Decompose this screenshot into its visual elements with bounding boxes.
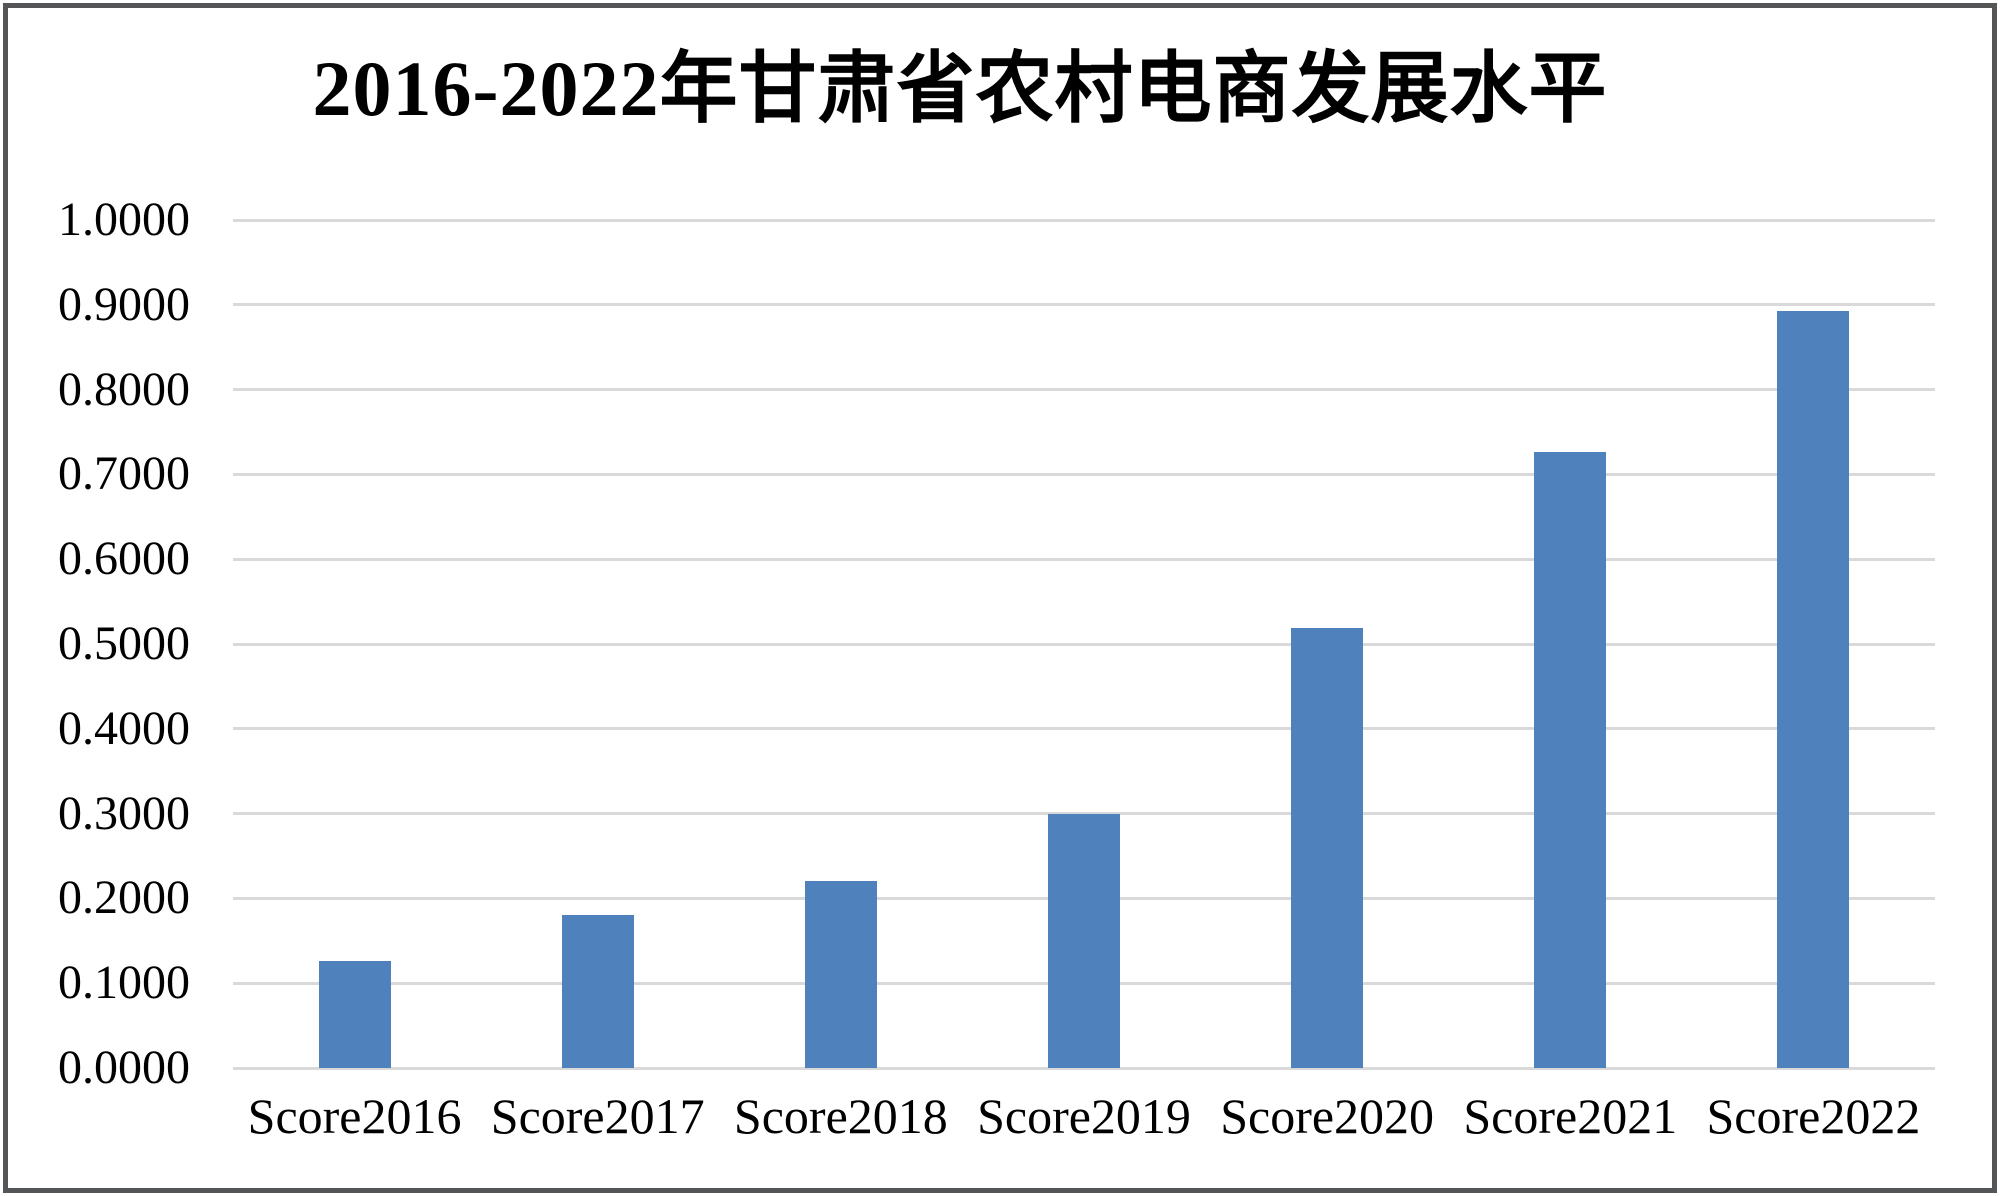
x-tick-label-score2019: Score2019 [977,1088,1191,1144]
x-tick-label-score2017: Score2017 [490,1088,705,1144]
bar-score2020 [1291,627,1364,1068]
bar-score2016 [318,961,391,1068]
y-tick-label-0.1000: 0.1000 [58,956,190,1010]
x-tick-label-score2022: Score2022 [1706,1088,1921,1144]
y-tick-label-0.9000: 0.9000 [58,277,190,331]
bar-score2019 [1048,813,1120,1068]
chart-title: 2016-2022年甘肃省农村电商发展水平 [312,45,1608,132]
y-tick-label-0.3000: 0.3000 [58,786,190,840]
y-tick-label-0.5000: 0.5000 [58,617,190,670]
y-tick-label-1.0000: 1.0000 [58,193,190,246]
gridline-0.7000 [233,472,1935,476]
gridline-0.3000 [233,812,1935,816]
y-tick-label-0.7000: 0.7000 [58,447,190,501]
y-tick-label-0.0000: 0.0000 [58,1041,190,1094]
x-axis: Score2016 Score2017 Score2018 Score2019 Scor… [233,1088,1935,1158]
bar-score2017 [561,914,634,1068]
gridline-0.4000 [233,727,1935,731]
x-tick-label-score2016: Score2016 [247,1088,462,1144]
gridline-0.8000 [233,388,1935,392]
x-tick-label-score2020: Score2020 [1220,1088,1435,1144]
plot-area [233,218,1935,1070]
y-axis: 0.0000 0.1000 0.2000 0.3000 0.4000 0.5000 0.60… [28,196,190,1092]
y-tick-label-0.2000: 0.2000 [58,871,190,925]
x-tick-label-score2018: Score2018 [733,1088,948,1144]
y-tick-label-0.6000: 0.6000 [58,532,190,586]
gridline-0.5000 [233,642,1935,646]
gridline-1.0000 [233,218,1935,222]
y-tick-label-0.4000: 0.4000 [58,701,190,755]
gridline-0.6000 [233,557,1935,561]
bar-score2022 [1777,310,1850,1068]
bar-score2021 [1534,452,1607,1068]
x-tick-label-score2021: Score2021 [1463,1088,1678,1144]
gridline-0.9000 [233,303,1935,307]
y-tick-label-0.8000: 0.8000 [58,362,190,416]
bar-score2018 [804,880,877,1068]
gridline-0.0000 [233,1066,1935,1070]
